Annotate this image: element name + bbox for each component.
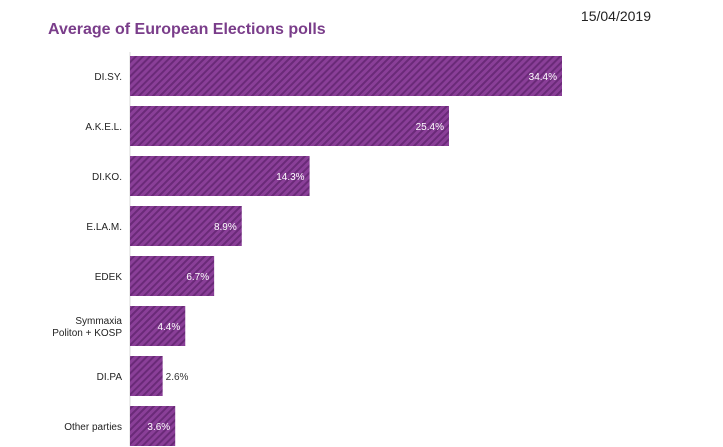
category-label: DI.KO. (92, 172, 122, 183)
bar (130, 206, 242, 246)
category-label: A.K.E.L. (85, 122, 122, 133)
category-label: DI.SY. (94, 72, 122, 83)
bar (130, 406, 176, 446)
bars-group: DI.SY. 34.4% A.K.E.L. 25.4% DI.KO. 14.3% E.LA.… (52, 56, 562, 446)
value-label: 34.4% (529, 72, 557, 83)
category-label: Other parties (64, 422, 122, 433)
value-label: 3.6% (147, 422, 170, 433)
value-label: 6.7% (186, 272, 209, 283)
category-label: E.LA.M. (86, 222, 122, 233)
value-label: 14.3% (276, 172, 304, 183)
date-label: 15/04/2019 (580, 8, 651, 24)
value-label: 2.6% (166, 372, 189, 383)
bar (130, 306, 186, 346)
category-label: Symmaxia Politon + KOSP (52, 316, 122, 339)
bar (130, 156, 310, 196)
bar (130, 256, 215, 296)
value-label: 8.9% (214, 222, 237, 233)
value-label: 25.4% (416, 122, 444, 133)
category-label: DI.PA (97, 372, 123, 383)
bar (130, 106, 449, 146)
bar (130, 356, 163, 396)
category-label: EDEK (95, 272, 123, 283)
bar (130, 56, 562, 96)
value-label: 4.4% (157, 322, 180, 333)
chart-title: Average of European Elections polls (48, 21, 326, 38)
